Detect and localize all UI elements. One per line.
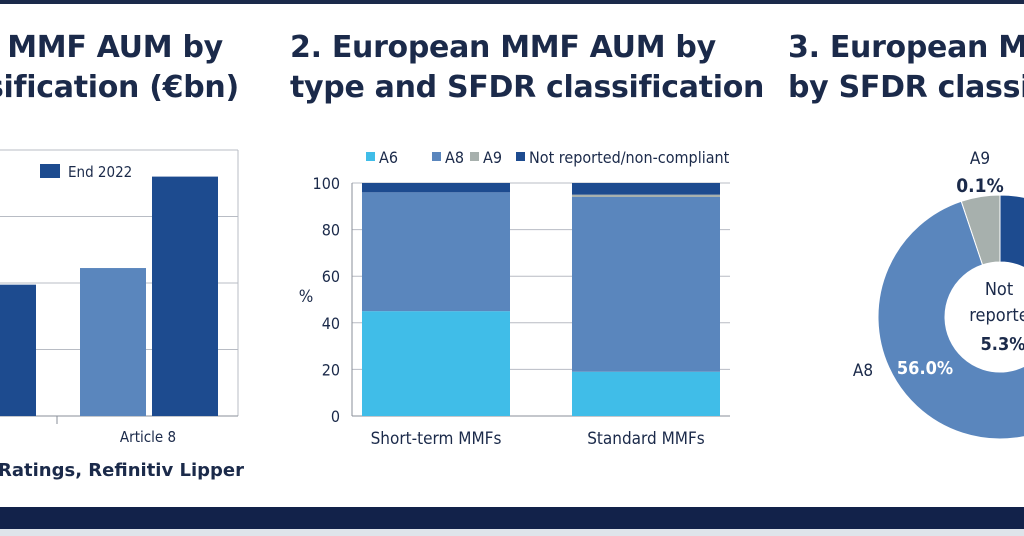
chart1-title: . MMF AUM by sification (€bn) [0, 28, 239, 108]
chart2-legend-swatch-a9 [470, 152, 479, 161]
chart1-legend-label: End 2022 [68, 163, 132, 181]
chart2-legend-swatch-a8 [432, 152, 441, 161]
chart1-bar-article8-series1 [80, 268, 146, 416]
footer-strip [0, 529, 1024, 536]
chart2-category-label: Standard MMFs [587, 429, 705, 449]
chart2-legend-swatch-a6 [366, 152, 375, 161]
chart3-label-a9: A9 [970, 149, 990, 169]
top-rule [0, 0, 1024, 4]
chart2-y-axis-label: % [299, 287, 314, 307]
chart2-bar-standard-a9 [572, 194, 720, 197]
chart2-legend-label-a8: A8 [445, 148, 464, 167]
chart2-title-line2: type and SFDR classification [290, 70, 765, 105]
chart3-title-line1: 3. European MM [788, 30, 1024, 65]
chart1-bar-cat1-series1 [0, 284, 36, 416]
chart3-slice-a8 [877, 200, 1024, 440]
chart2-bar-short-term-a8 [362, 192, 510, 312]
chart2-ytick-label: 40 [322, 314, 340, 333]
chart3-title-line2: by SFDR classif [788, 70, 1024, 105]
chart2-title: 2. European MMF AUM by type and SFDR cla… [290, 28, 764, 108]
chart3-slice-a9 [960, 194, 1001, 266]
chart3-center-line1: Not [985, 279, 1013, 300]
chart2-bar-standard-a8 [572, 196, 720, 372]
chart1-category-label: Article 8 [120, 428, 176, 446]
chart2-ytick-label: 0 [331, 407, 340, 426]
chart2-bar-short-term-a6 [362, 311, 510, 416]
chart1-title-line1: . MMF AUM by [0, 30, 223, 65]
chart1-title-line2: sification (€bn) [0, 70, 239, 105]
chart2-legend-label-not-reported-non-compliant: Not reported/non-compliant [529, 148, 730, 167]
chart3-center-line2: reporte [969, 305, 1024, 326]
chart3-label-a8: A8 [853, 361, 873, 381]
chart2-legend-label-a6: A6 [379, 148, 398, 167]
chart3-slice-navy [999, 194, 1024, 269]
chart3-value-a9: 0.1% [956, 175, 1003, 197]
chart3-value-not-reported: 5.3% [981, 334, 1024, 355]
footer-band [0, 507, 1024, 529]
chart2-category-label: Short-term MMFs [371, 429, 502, 449]
chart2-ytick-label: 80 [322, 221, 340, 240]
chart2-bar-short-term-not-reported-non-compliant [362, 183, 510, 193]
chart3-donut-chart: A9 0.1% A8 56.0% Not reporte 5.3% [853, 149, 1024, 440]
chart2-legend-swatch-not-reported-non-compliant [516, 152, 525, 161]
chart2-ytick-label: 20 [322, 360, 340, 379]
chart2-ytick-label: 100 [313, 174, 340, 193]
chart2-bar-standard-a6 [572, 371, 720, 416]
source-note: Ratings, Refinitiv Lipper [0, 460, 244, 481]
chart1-bar-article8-end2022 [152, 176, 218, 416]
chart1-legend-swatch [40, 164, 60, 178]
chart1-bar-chart: End 2022 Article 8 [0, 149, 239, 446]
chart3-value-a8: 56.0% [897, 358, 953, 379]
chart2-legend-label-a9: A9 [483, 148, 502, 167]
chart2-title-line1: 2. European MMF AUM by [290, 30, 716, 65]
chart3-title: 3. European MM by SFDR classif [788, 28, 1024, 108]
chart2-stacked-bar-chart: 0 20 40 60 80 100% A6 A8 A9 Not reported/non-comp… [299, 148, 730, 449]
chart2-ytick-label: 60 [322, 267, 340, 286]
chart2-bar-standard-not-reported-non-compliant [572, 183, 720, 195]
